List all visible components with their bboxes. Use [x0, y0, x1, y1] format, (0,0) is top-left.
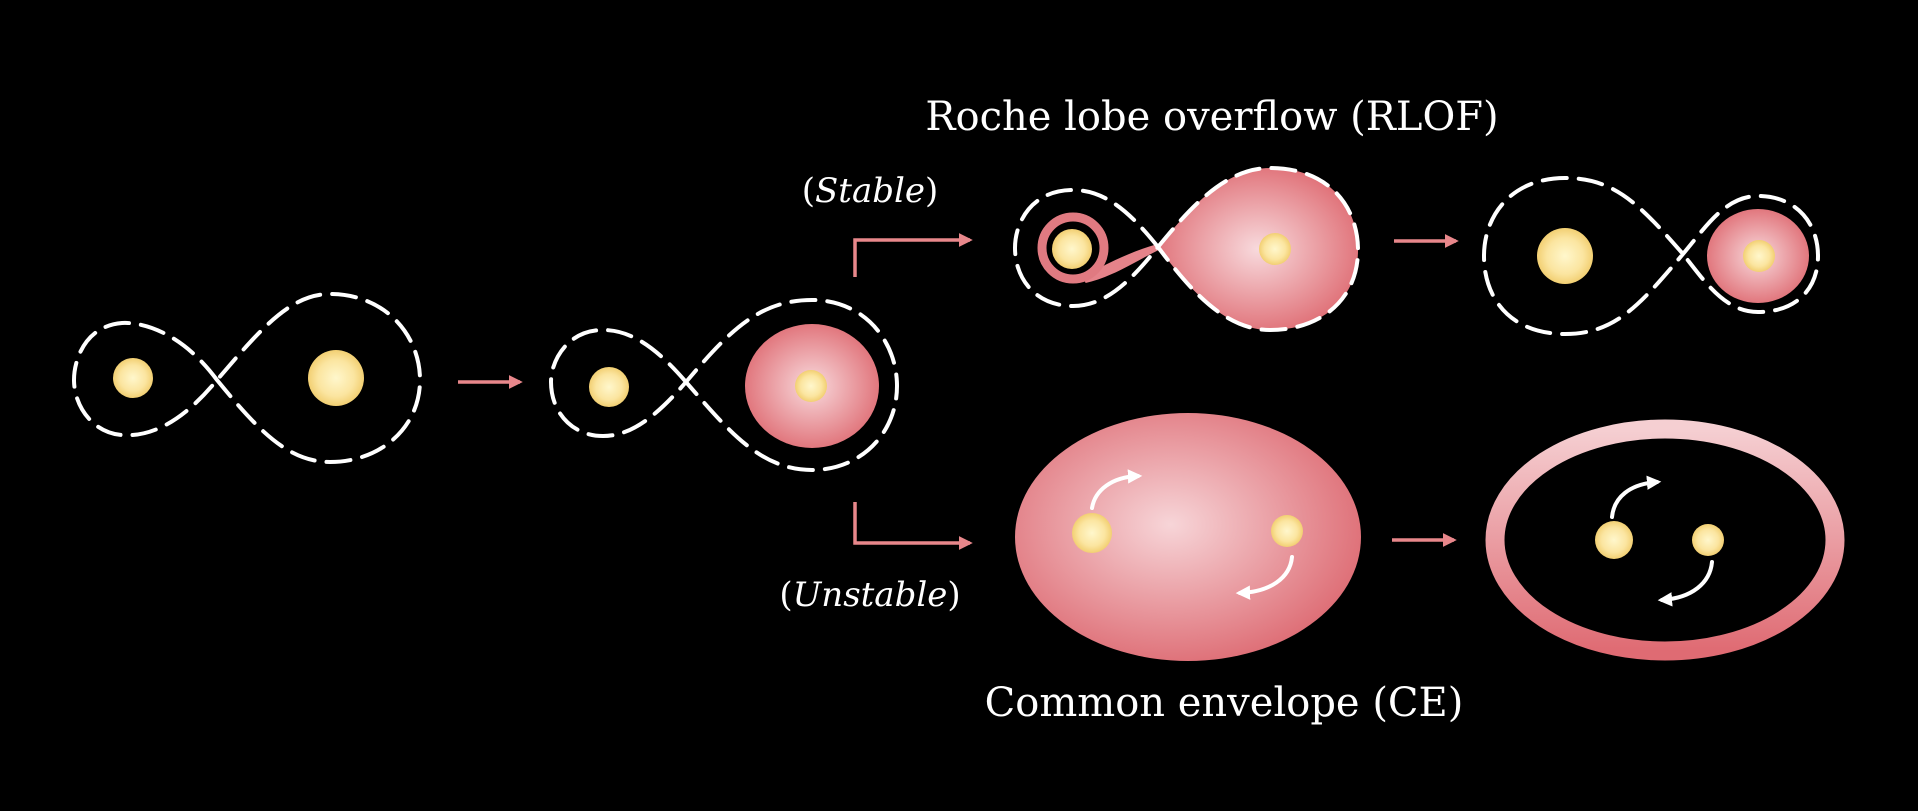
accretion-disk	[1037, 212, 1109, 284]
orbit-arrow-top	[1090, 469, 1143, 510]
common-envelope	[1015, 413, 1361, 661]
donor-star-core	[1259, 233, 1291, 265]
stable-label-text: Stable	[815, 171, 925, 211]
stable-label: (Stable)	[802, 171, 939, 211]
ejected-envelope-ring	[1485, 419, 1845, 661]
roche-lobe-outline	[1012, 165, 1361, 333]
stage-1-detached-binary	[71, 291, 423, 465]
roche-lobe-outline	[1481, 175, 1821, 337]
stage-3a-rlof	[1012, 165, 1361, 333]
ce-title: Common envelope (CE)	[985, 680, 1464, 726]
orbit-arrow-bottom	[1657, 560, 1714, 607]
expanding-star-core	[795, 370, 827, 402]
unstable-branch-arrow	[853, 502, 973, 550]
stage-2-expanding-star	[548, 297, 900, 473]
companion-star	[589, 367, 629, 407]
rlof-title: Roche lobe overflow (RLOF)	[925, 94, 1498, 140]
orbit-arrow-top	[1610, 475, 1662, 519]
donor-lobe-filled	[1158, 168, 1358, 330]
orbit-arrow-bottom	[1235, 555, 1294, 600]
star-b	[1271, 515, 1303, 547]
unstable-label: (Unstable)	[779, 575, 960, 615]
donor-star-core	[1743, 240, 1775, 272]
stage-3b-common-envelope	[1015, 413, 1361, 661]
roche-lobe-outline	[71, 291, 423, 465]
stable-branch-arrow	[853, 233, 973, 277]
star-a	[1072, 513, 1112, 553]
roche-lobe-outline	[548, 297, 900, 473]
unstable-label-text: Unstable	[793, 575, 948, 615]
donor-star	[113, 358, 153, 398]
stage-4b-ejected-envelope	[1485, 419, 1845, 661]
star-a	[1595, 521, 1633, 559]
star-b	[1692, 524, 1724, 556]
accretor-star	[1052, 229, 1092, 269]
accretor-star	[1537, 228, 1593, 284]
stage-4a-post-rlof	[1481, 175, 1821, 337]
accretor-star	[308, 350, 364, 406]
